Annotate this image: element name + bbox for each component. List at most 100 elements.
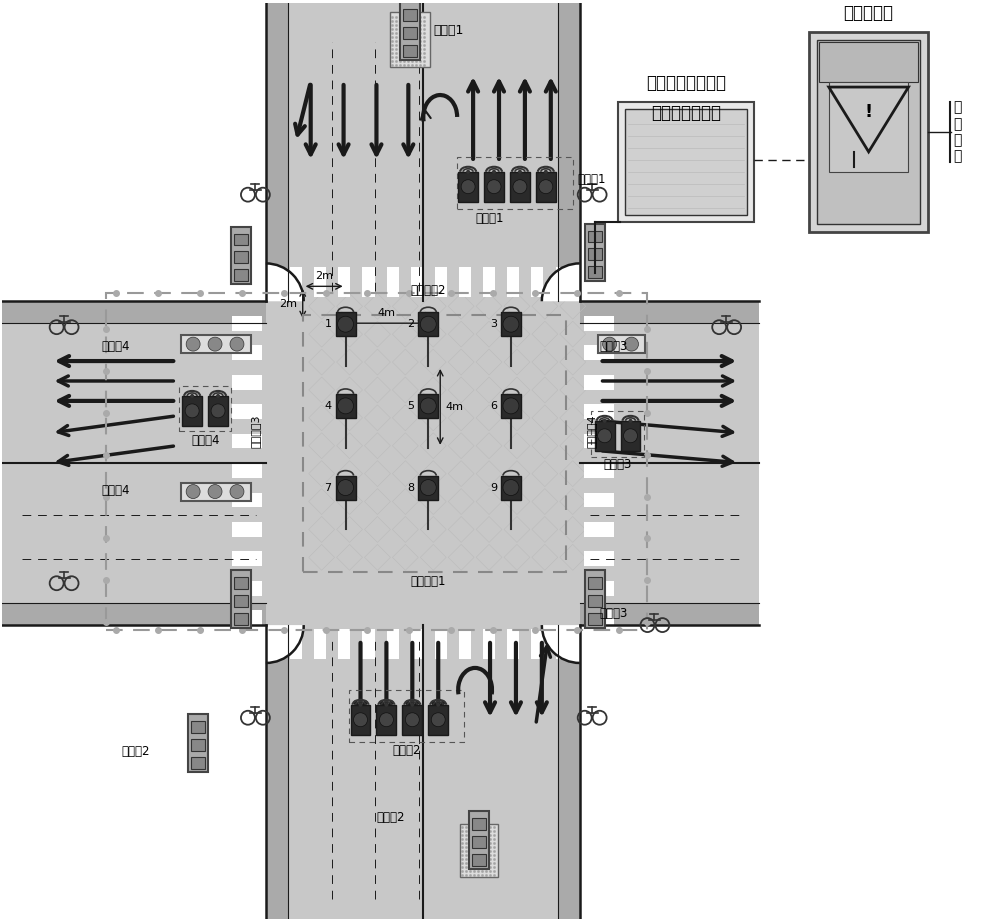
Bar bbox=[387, 630, 399, 659]
Bar bbox=[507, 267, 519, 297]
Bar bbox=[584, 581, 614, 596]
Text: 3: 3 bbox=[490, 319, 497, 329]
Circle shape bbox=[436, 703, 440, 707]
Circle shape bbox=[539, 180, 553, 194]
Bar bbox=[469, 811, 489, 869]
Bar bbox=[558, 4, 580, 301]
Bar bbox=[584, 434, 614, 448]
Bar bbox=[458, 172, 478, 201]
Bar bbox=[507, 630, 519, 659]
Bar bbox=[266, 4, 580, 919]
Bar bbox=[621, 421, 640, 450]
Bar bbox=[191, 756, 205, 768]
Text: 2: 2 bbox=[407, 319, 414, 329]
Bar bbox=[234, 596, 248, 607]
Bar bbox=[472, 855, 486, 867]
Bar bbox=[435, 630, 447, 659]
Text: 信号灯3: 信号灯3 bbox=[600, 607, 628, 619]
Text: 7: 7 bbox=[324, 482, 332, 493]
Bar bbox=[336, 394, 356, 418]
Text: 地磁组2: 地磁组2 bbox=[392, 743, 421, 756]
Circle shape bbox=[544, 170, 548, 174]
Bar bbox=[428, 705, 448, 734]
Bar bbox=[459, 267, 471, 297]
Bar bbox=[510, 172, 530, 201]
Bar bbox=[472, 819, 486, 831]
Bar bbox=[556, 267, 568, 297]
Circle shape bbox=[185, 403, 199, 418]
Circle shape bbox=[338, 480, 354, 495]
Bar bbox=[588, 613, 602, 625]
Text: 信号灯3: 信号灯3 bbox=[600, 340, 628, 353]
Bar bbox=[588, 267, 602, 278]
Bar bbox=[390, 12, 430, 67]
Text: 无线地磁节点信息: 无线地磁节点信息 bbox=[646, 74, 726, 92]
Text: 8: 8 bbox=[407, 482, 414, 493]
Bar bbox=[181, 482, 251, 501]
Bar bbox=[303, 315, 566, 573]
Bar bbox=[387, 267, 399, 297]
Bar bbox=[266, 4, 288, 301]
Bar bbox=[402, 705, 422, 734]
Bar bbox=[585, 571, 605, 628]
Circle shape bbox=[190, 394, 194, 398]
Bar bbox=[531, 267, 543, 297]
Bar bbox=[584, 493, 614, 507]
Bar bbox=[234, 269, 248, 281]
Bar bbox=[403, 28, 417, 40]
Bar bbox=[208, 396, 228, 425]
Text: 地磁组3: 地磁组3 bbox=[603, 458, 632, 471]
Bar bbox=[418, 394, 438, 418]
Bar bbox=[232, 522, 262, 537]
Bar bbox=[580, 603, 759, 625]
Bar bbox=[2, 603, 266, 625]
Wedge shape bbox=[266, 264, 304, 301]
Bar bbox=[349, 690, 464, 742]
Circle shape bbox=[420, 316, 436, 332]
Bar bbox=[501, 394, 521, 418]
Bar bbox=[351, 705, 370, 734]
Circle shape bbox=[230, 484, 244, 498]
Circle shape bbox=[466, 170, 470, 174]
Bar bbox=[584, 316, 614, 331]
Text: 智能信号机: 智能信号机 bbox=[844, 5, 894, 22]
Bar bbox=[584, 404, 614, 419]
Circle shape bbox=[603, 419, 607, 423]
Text: 地磁组4: 地磁组4 bbox=[192, 434, 220, 447]
Text: 4m: 4m bbox=[445, 402, 463, 412]
Bar bbox=[400, 3, 420, 60]
Bar bbox=[819, 42, 918, 82]
Bar bbox=[584, 463, 614, 478]
Bar bbox=[501, 476, 521, 500]
Bar bbox=[266, 630, 278, 659]
Bar bbox=[2, 625, 266, 919]
Bar bbox=[483, 630, 495, 659]
Circle shape bbox=[230, 337, 244, 351]
Bar bbox=[588, 231, 602, 243]
Circle shape bbox=[186, 337, 200, 351]
Bar bbox=[181, 335, 251, 353]
Bar bbox=[411, 630, 423, 659]
Bar bbox=[584, 375, 614, 390]
Bar bbox=[232, 463, 262, 478]
Bar bbox=[2, 301, 759, 625]
Bar bbox=[584, 346, 614, 360]
Text: 信号灯2: 信号灯2 bbox=[376, 811, 405, 823]
Text: 信号灯4: 信号灯4 bbox=[101, 484, 130, 497]
Bar bbox=[232, 316, 262, 331]
Circle shape bbox=[216, 394, 220, 398]
Bar bbox=[580, 625, 998, 919]
Text: 信号灯1: 信号灯1 bbox=[433, 24, 464, 37]
Bar bbox=[266, 267, 278, 297]
Bar bbox=[338, 630, 350, 659]
Bar bbox=[588, 248, 602, 260]
Bar bbox=[232, 581, 262, 596]
Bar bbox=[376, 705, 396, 734]
Circle shape bbox=[503, 316, 519, 332]
Text: !: ! bbox=[865, 103, 873, 121]
Circle shape bbox=[354, 713, 367, 727]
Bar bbox=[232, 346, 262, 360]
Bar bbox=[106, 293, 647, 630]
Circle shape bbox=[603, 337, 617, 351]
Bar bbox=[362, 630, 375, 659]
